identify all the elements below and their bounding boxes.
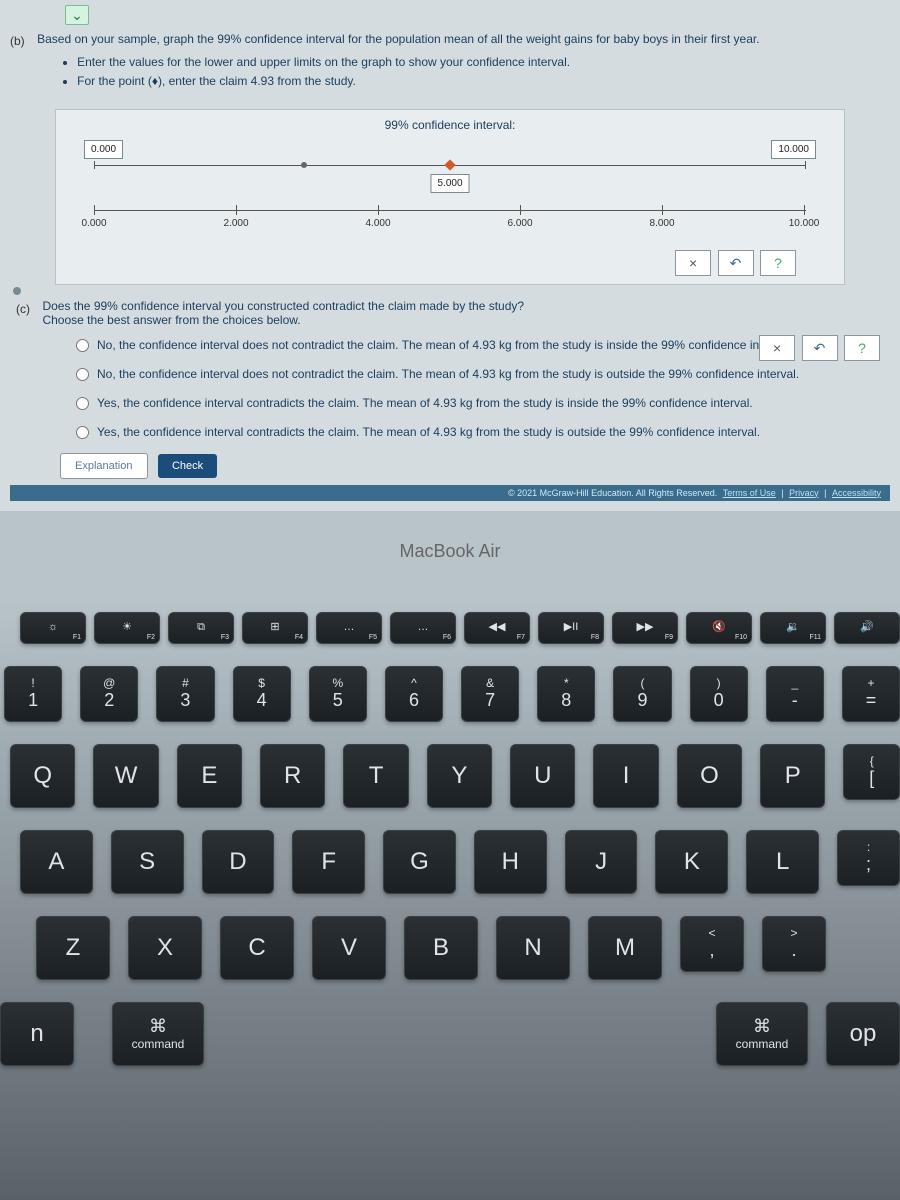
key-8[interactable]: *8 [537,666,595,722]
key-punct[interactable]: <, [680,916,744,972]
key-F10[interactable]: 🔇F10 [686,612,752,644]
key-4[interactable]: $4 [233,666,291,722]
key-S[interactable]: S [111,830,184,894]
key-T[interactable]: T [343,744,408,808]
key-F6[interactable]: …F6 [390,612,456,644]
qc-help-button[interactable]: ? [844,335,880,361]
key-F8[interactable]: ▶IIF8 [538,612,604,644]
question-c-label: (c) [16,299,38,316]
key-F4[interactable]: ⊞F4 [242,612,308,644]
key-P[interactable]: P [760,744,825,808]
key-F1[interactable]: ☼F1 [20,612,86,644]
key-M[interactable]: M [588,916,662,980]
key-N[interactable]: N [496,916,570,980]
key-Q[interactable]: Q [10,744,75,808]
privacy-link[interactable]: Privacy [789,488,819,498]
key-L[interactable]: L [746,830,819,894]
key-J[interactable]: J [565,830,638,894]
copyright-bar: © 2021 McGraw-Hill Education. All Rights… [10,485,890,501]
key-C[interactable]: C [220,916,294,980]
key-3[interactable]: #3 [156,666,214,722]
key-1[interactable]: !1 [4,666,62,722]
clear-button[interactable]: × [675,250,711,276]
question-c-text: Does the 99% confidence interval you con… [42,299,822,327]
key-cmd-left[interactable]: ⌘command [112,1002,204,1066]
upper-limit-input[interactable]: 10.000 [771,140,816,159]
key-6[interactable]: ^6 [385,666,443,722]
tick-label: 6.000 [508,218,533,229]
choice-text-3: Yes, the confidence interval contradicts… [97,424,760,441]
terms-link[interactable]: Terms of Use [723,488,776,498]
key-V[interactable]: V [312,916,386,980]
key--[interactable]: _- [766,666,824,722]
key-5[interactable]: %5 [309,666,367,722]
collapse-toggle[interactable]: ⌄ [65,5,89,25]
key-A[interactable]: A [20,830,93,894]
key-O[interactable]: O [677,744,742,808]
key-fn[interactable]: n [0,1002,74,1066]
key-F7[interactable]: ◀◀F7 [464,612,530,644]
lower-limit-input[interactable]: 0.000 [84,140,123,159]
key-R[interactable]: R [260,744,325,808]
key-F[interactable]: F [292,830,365,894]
choice-radio-3[interactable] [76,426,89,439]
tick-label: 10.000 [789,218,820,229]
redo-button[interactable]: ↶ [718,250,754,276]
key-E[interactable]: E [177,744,242,808]
ci-header: 99% confidence interval: [64,118,836,132]
confidence-interval-panel: 99% confidence interval: 0.000 10.000 5.… [55,109,845,285]
key-D[interactable]: D [202,830,275,894]
key-F11[interactable]: 🔉F11 [760,612,826,644]
key-0[interactable]: )0 [690,666,748,722]
key-B[interactable]: B [404,916,478,980]
key-2[interactable]: @2 [80,666,138,722]
choice-text-2: Yes, the confidence interval contradicts… [97,395,753,412]
help-button[interactable]: ? [760,250,796,276]
laptop-brand: MacBook Air [0,511,900,572]
point-input[interactable]: 5.000 [430,174,469,193]
explanation-button[interactable]: Explanation [60,453,148,479]
key-U[interactable]: U [510,744,575,808]
question-b-label: (b) [10,31,33,48]
key-W[interactable]: W [93,744,158,808]
choice-text-1: No, the confidence interval does not con… [97,366,799,383]
tick-label: 0.000 [81,218,106,229]
tick-label: 4.000 [366,218,391,229]
check-button[interactable]: Check [158,454,217,478]
key-X[interactable]: X [128,916,202,980]
bullet-2: For the point (♦), enter the claim 4.93 … [77,73,857,90]
key-Z[interactable]: Z [36,916,110,980]
choice-radio-1[interactable] [76,368,89,381]
choice-radio-2[interactable] [76,397,89,410]
key-F3[interactable]: ⧉F3 [168,612,234,644]
tick-label: 2.000 [223,218,248,229]
tick-label: 8.000 [650,218,675,229]
keyboard: ☼F1☀F2⧉F3⊞F4…F5…F6◀◀F7▶IIF8▶▶F9🔇F10🔉F11🔊… [0,602,900,1098]
key-F2[interactable]: ☀F2 [94,612,160,644]
key-=[interactable]: += [842,666,900,722]
qc-redo-button[interactable]: ↶ [802,335,838,361]
bullet-1: Enter the values for the lower and upper… [77,54,857,71]
key-cmd-right[interactable]: ⌘command [716,1002,808,1066]
question-b-text: Based on your sample, graph the 99% conf… [37,32,759,46]
key-semicolon[interactable]: :; [837,830,900,886]
key-7[interactable]: &7 [461,666,519,722]
key-bracket[interactable]: {[ [843,744,900,800]
key-punct[interactable]: >. [762,916,826,972]
choice-text-0: No, the confidence interval does not con… [97,337,792,354]
key-F5[interactable]: …F5 [316,612,382,644]
key-Y[interactable]: Y [427,744,492,808]
choice-radio-0[interactable] [76,339,89,352]
progress-dot [13,287,21,295]
key-9[interactable]: (9 [613,666,671,722]
key-H[interactable]: H [474,830,547,894]
accessibility-link[interactable]: Accessibility [832,488,881,498]
qc-clear-button[interactable]: × [759,335,795,361]
key-opt-right[interactable]: op [826,1002,900,1066]
key-I[interactable]: I [593,744,658,808]
key-G[interactable]: G [383,830,456,894]
key-F9[interactable]: ▶▶F9 [612,612,678,644]
key-K[interactable]: K [655,830,728,894]
key-[interactable]: 🔊 [834,612,900,644]
